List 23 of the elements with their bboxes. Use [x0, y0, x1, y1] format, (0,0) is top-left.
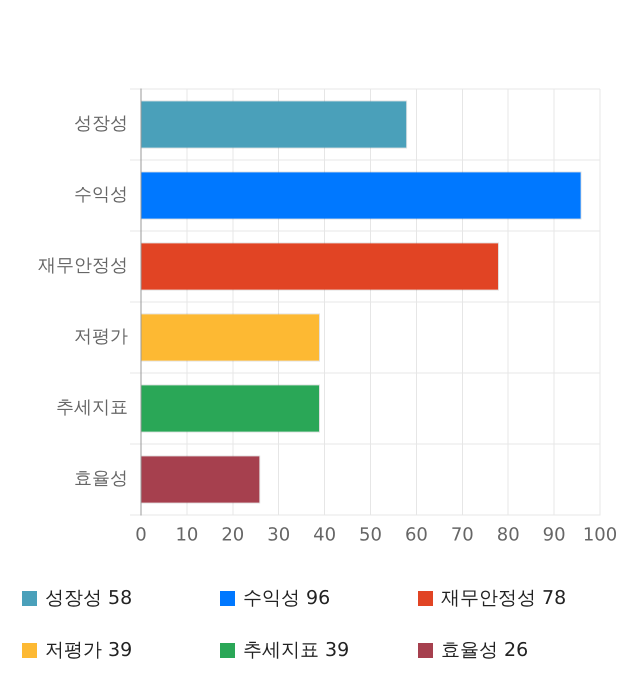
y-tick-label: 재무안정성: [38, 255, 128, 276]
y-tick-label: 수익성: [74, 184, 128, 206]
legend-label: 성장성 58: [45, 586, 132, 611]
legend-label: 저평가 39: [45, 638, 132, 663]
legend-label: 재무안정성 78: [441, 586, 566, 611]
x-tick-label: 20: [221, 524, 244, 546]
x-tick-label: 50: [359, 524, 382, 546]
legend-label: 추세지표 39: [243, 638, 350, 663]
legend-label: 효율성 26: [441, 638, 528, 663]
y-tick-label: 성장성: [74, 113, 128, 134]
x-tick-label: 90: [542, 524, 566, 546]
y-tick-label: 효율성: [74, 468, 128, 490]
x-tick-label: 100: [582, 524, 618, 546]
x-tick-label: 40: [313, 524, 336, 546]
y-tick-label: 추세지표: [56, 397, 128, 418]
x-tick-label: 70: [450, 524, 474, 546]
x-tick-label: 80: [496, 524, 520, 546]
x-tick-label: 30: [267, 524, 290, 546]
x-tick-label: 0: [135, 524, 147, 546]
x-tick-label: 10: [175, 524, 198, 546]
x-tick-label: 60: [404, 524, 428, 546]
legend-label: 수익성 96: [243, 586, 330, 611]
y-tick-label: 저평가: [74, 326, 128, 348]
